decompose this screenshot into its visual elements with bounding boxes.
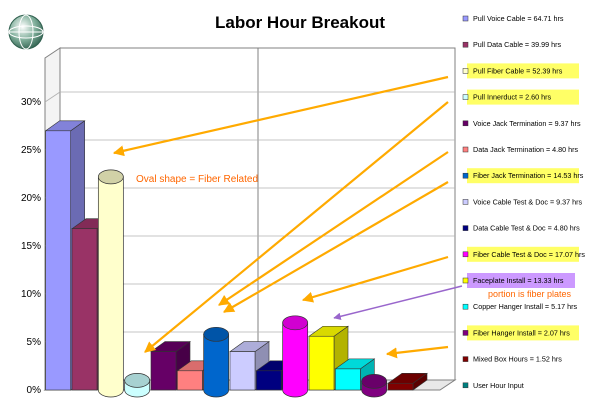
legend-entry: Faceplate Install = 13.33 hrs [462, 273, 575, 288]
legend-label: Pull Voice Cable = 64.71 hrs [473, 14, 564, 23]
legend-label: Fiber Hanger Install = 2.07 hrs [473, 328, 570, 337]
bar-front [256, 370, 282, 391]
legend-label: Pull Fiber Cable = 52.39 hrs [473, 66, 563, 75]
bar-cylinder-top [124, 373, 151, 388]
legend-swatch [462, 251, 469, 258]
chart-title: Labor Hour Breakout [215, 13, 385, 32]
legend-highlight [467, 63, 579, 79]
bar-front [308, 335, 335, 391]
y-tick-label: 0% [27, 385, 42, 396]
gridline-side [44, 91, 61, 103]
globe-logo-icon [8, 14, 44, 50]
legend-swatch [462, 330, 469, 336]
bar [361, 374, 388, 398]
y-axis: 0% 5% 10% 15% 20% 25% 30% [21, 97, 41, 396]
callout-arrow [112, 75, 449, 157]
legend-entry: Pull Innerduct = 2.60 hrs [462, 89, 579, 105]
bar-cylinder-body [203, 333, 230, 398]
bar-front [387, 382, 414, 391]
legend-entry: Fiber Cable Test & Doc = 17.07 hrs [462, 246, 585, 262]
y-tick-label: 30% [21, 97, 41, 108]
bar-cylinder-top [361, 374, 388, 389]
legend-swatch [462, 225, 469, 231]
legend-entry: Pull Voice Cable = 64.71 hrs [462, 14, 564, 23]
legend-highlight [467, 325, 579, 341]
bar-cylinder-top [203, 326, 230, 342]
legend-label: Fiber Jack Termination = 14.53 hrs [473, 171, 584, 180]
fiber-plates-note: portion is fiber plates [488, 289, 572, 299]
bar-front [71, 228, 98, 391]
legend-label: Voice Cable Test & Doc = 9.37 hrs [473, 197, 583, 206]
y-tick-label: 10% [21, 289, 41, 300]
bar [282, 315, 309, 398]
callout-arrow [144, 101, 449, 353]
bar [387, 372, 428, 391]
legend-entry: Copper Hanger Install = 5.17 hrs [462, 302, 577, 311]
legend: Pull Voice Cable = 64.71 hrs Pull Data Ca… [462, 14, 585, 390]
legend-swatch [462, 172, 469, 179]
legend-label: User Hour Input [473, 381, 524, 390]
y-tick-label: 15% [21, 241, 41, 252]
bar [203, 326, 230, 398]
legend-swatch [462, 94, 469, 100]
callout-arrow [218, 151, 449, 306]
legend-entry: User Hour Input [462, 381, 524, 390]
legend-swatch [462, 199, 469, 205]
legend-swatch [462, 382, 469, 389]
y-tick-label: 20% [21, 193, 41, 204]
legend-swatch [462, 303, 469, 310]
bar-cylinder-body [97, 176, 124, 398]
legend-entry: Fiber Hanger Install = 2.07 hrs [462, 325, 579, 341]
legend-entry: Mixed Box Hours = 1.52 hrs [462, 355, 562, 364]
legend-label: Voice Jack Termination = 9.37 hrs [473, 119, 581, 128]
y-tick-label: 25% [21, 145, 41, 156]
legend-swatch [462, 68, 469, 74]
legend-entry: Pull Data Cable = 39.99 hrs [462, 40, 562, 49]
bar-front [229, 351, 256, 391]
legend-entry: Voice Cable Test & Doc = 9.37 hrs [462, 197, 583, 206]
callout-arrow [223, 181, 449, 313]
legend-label: Mixed Box Hours = 1.52 hrs [473, 355, 562, 364]
legend-label: Pull Data Cable = 39.99 hrs [473, 40, 562, 49]
bar-cylinder-top [97, 169, 124, 185]
legend-swatch [462, 146, 469, 153]
bars-group [44, 120, 428, 398]
legend-label: Fiber Cable Test & Doc = 17.07 hrs [473, 250, 585, 259]
callout-arrow-purple [333, 285, 463, 321]
legend-highlight [467, 246, 579, 262]
legend-swatch [462, 356, 469, 362]
legend-swatch [462, 120, 469, 127]
bar-front [45, 130, 71, 391]
y-tick-label: 5% [27, 337, 42, 348]
legend-label: Data Cable Test & Doc = 4.80 hrs [473, 224, 580, 233]
legend-highlight [467, 168, 579, 184]
oval-shape-note: Oval shape = Fiber Related [136, 174, 258, 185]
bar-cylinder-body [282, 322, 309, 398]
callout-arrow [385, 345, 449, 359]
legend-entry: Data Jack Termination = 4.80 hrs [462, 145, 579, 154]
legend-entry: Fiber Jack Termination = 14.53 hrs [462, 168, 584, 184]
legend-label: Pull Innerduct = 2.60 hrs [473, 93, 552, 102]
legend-swatch [462, 277, 469, 284]
legend-swatch [462, 15, 469, 22]
legend-label: Copper Hanger Install = 5.17 hrs [473, 302, 577, 311]
legend-entry: Pull Fiber Cable = 52.39 hrs [462, 63, 579, 79]
callout-arrows [112, 75, 463, 359]
bar [97, 169, 124, 398]
bar-front [177, 370, 203, 391]
legend-entry: Data Cable Test & Doc = 4.80 hrs [462, 224, 580, 233]
legend-label: Faceplate Install = 13.33 hrs [473, 276, 564, 285]
bar-front [335, 368, 361, 391]
bar [124, 373, 151, 398]
bar-front [150, 351, 177, 391]
legend-swatch [462, 41, 469, 48]
legend-label: Data Jack Termination = 4.80 hrs [473, 145, 579, 154]
bar-cylinder-top [282, 315, 309, 331]
legend-highlight [467, 89, 579, 105]
legend-highlight [467, 273, 575, 288]
callout-arrow [301, 255, 449, 303]
legend-entry: Voice Jack Termination = 9.37 hrs [462, 119, 581, 128]
